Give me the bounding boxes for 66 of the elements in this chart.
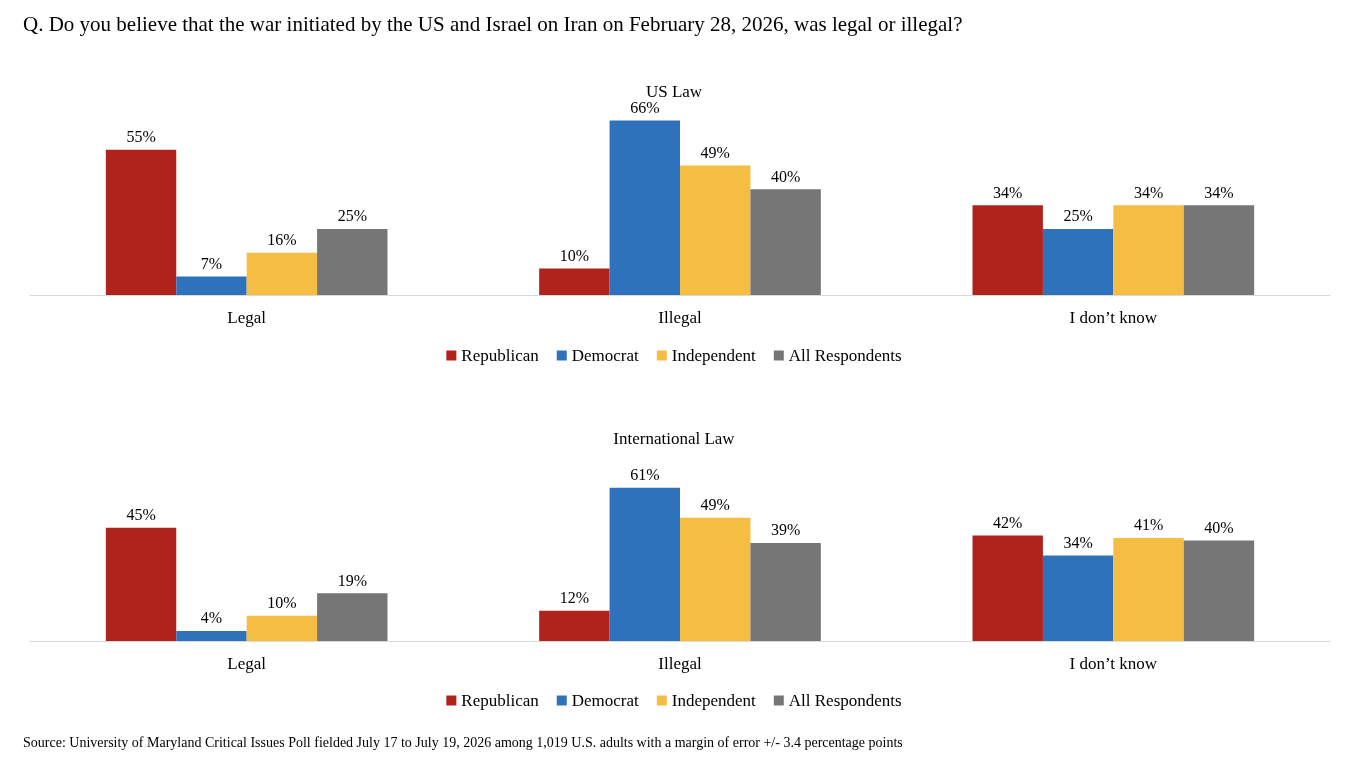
legend-label: All Respondents [788, 346, 902, 365]
bar [972, 205, 1043, 295]
bar [1113, 205, 1184, 295]
data-label: 34% [1133, 183, 1164, 201]
legend-label: Democrat [571, 691, 640, 710]
data-label: 34% [1204, 183, 1234, 201]
bar [246, 615, 318, 641]
bar [609, 487, 680, 641]
data-label: 40% [770, 167, 801, 185]
legend-label: All Respondents [788, 691, 902, 710]
data-label: 7% [200, 255, 223, 272]
data-label: 41% [1133, 516, 1164, 534]
bar [750, 189, 821, 295]
bar [680, 517, 751, 641]
bar [317, 593, 388, 641]
data-label: 10% [559, 247, 590, 265]
data-label: 49% [700, 496, 730, 514]
data-label: 16% [267, 231, 297, 249]
legend-label: Republican [461, 346, 540, 365]
legend-label: Independent [671, 691, 757, 710]
bar [539, 268, 610, 295]
bar [680, 165, 751, 295]
legend-label: Independent [671, 346, 757, 365]
bar [609, 120, 680, 295]
x-tick-label: Legal [227, 308, 267, 327]
data-label: 25% [337, 207, 367, 225]
x-tick-label: Legal [227, 654, 267, 673]
source-note: Source: University of Maryland Critical Issues Poll fielded July 17 to July 19, 2026 among 1,019 U.S. adults with a margin of error +/- 3.4 percentage points [23, 734, 903, 750]
data-label: 42% [993, 513, 1023, 531]
data-label: 39% [770, 521, 801, 539]
bar [317, 228, 388, 295]
legend-label: Democrat [571, 346, 640, 365]
data-label: 34% [993, 183, 1023, 201]
bar [176, 276, 247, 295]
x-tick-label: I don’t know [1069, 308, 1158, 327]
chart-title: International Law [613, 429, 736, 448]
bar [1042, 555, 1114, 641]
data-label: 55% [126, 128, 156, 146]
bar [1183, 540, 1255, 641]
bar [539, 610, 610, 641]
legend-label: Republican [461, 691, 540, 710]
bar [1042, 228, 1114, 295]
data-label: 49% [700, 144, 730, 161]
data-label: 40% [1204, 518, 1234, 536]
data-label: 19% [337, 571, 367, 589]
x-tick-label: I don’t know [1069, 654, 1158, 673]
bar [972, 535, 1043, 641]
data-label: 25% [1063, 207, 1093, 225]
bar [105, 149, 177, 295]
data-label: 45% [126, 506, 156, 524]
bar [1183, 205, 1255, 295]
data-label: 61% [630, 466, 660, 484]
bar [105, 527, 177, 641]
chart-subtitle: US Law [645, 82, 703, 101]
chart-title: Q. Do you believe that the war initiated by the US and Israel on Iran on February 28, 2026, was legal or illegal? [23, 11, 963, 36]
bar [1113, 537, 1184, 641]
bar [750, 542, 821, 641]
data-label: 10% [267, 594, 297, 612]
data-label: 12% [559, 589, 590, 607]
data-label: 66% [630, 99, 660, 117]
bar [246, 252, 318, 295]
x-tick-label: Illegal [658, 654, 702, 673]
data-label: 34% [1063, 534, 1093, 552]
bar [176, 630, 247, 641]
data-label: 4% [200, 609, 223, 627]
x-tick-label: Illegal [658, 308, 702, 327]
